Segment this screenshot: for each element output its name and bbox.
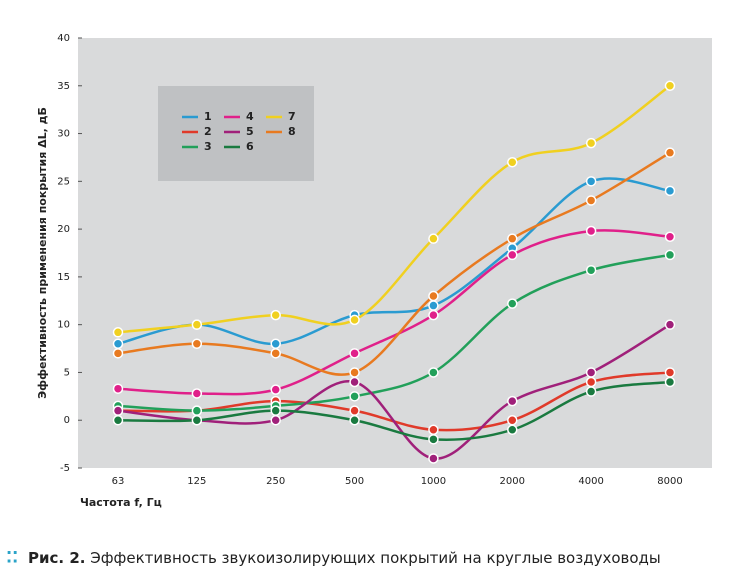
data-point (191, 388, 203, 399)
x-tick-label: 250 (266, 476, 285, 487)
data-point (664, 185, 676, 197)
data-point (349, 376, 360, 388)
legend-label: 1 (204, 110, 212, 123)
data-point (507, 414, 518, 426)
data-point (428, 233, 439, 244)
caption: Рис. 2. Эффективность звукоизолирующих п… (28, 549, 661, 567)
y-tick-label: 0 (64, 415, 70, 426)
caption-label: Рис. 2. (28, 549, 85, 567)
data-point (585, 225, 597, 237)
data-point (585, 137, 597, 149)
y-tick-label: 20 (57, 224, 70, 235)
y-tick-label: 15 (57, 272, 70, 283)
data-point (585, 176, 597, 187)
x-axis-label: Частота f, Гц (80, 496, 162, 509)
data-point (428, 424, 439, 436)
data-point (507, 249, 518, 261)
data-point (585, 386, 597, 397)
x-tick-label: 4000 (578, 476, 603, 487)
data-point (585, 376, 597, 388)
series-line (117, 84, 671, 334)
data-point (428, 309, 439, 321)
legend-label: 6 (246, 140, 254, 153)
x-tick-label: 63 (112, 476, 125, 487)
x-tick-label: 500 (345, 476, 364, 487)
series-line (117, 229, 671, 396)
data-point (112, 414, 124, 426)
data-point (664, 80, 676, 92)
x-tick-label: 2000 (500, 476, 525, 487)
legend-label: 8 (288, 125, 296, 138)
caption-bullet: ⁚⁚ (6, 548, 18, 567)
data-point (664, 147, 676, 158)
data-point (270, 338, 281, 350)
data-point (349, 348, 360, 359)
data-point (664, 249, 676, 261)
y-tick-label: -5 (60, 463, 70, 474)
data-point (191, 319, 203, 330)
data-point (349, 367, 360, 378)
y-tick-label: 40 (57, 33, 70, 44)
data-point (507, 298, 518, 309)
series-line (117, 151, 671, 376)
data-point (270, 414, 281, 426)
caption-text: Эффективность звукоизолирующих покрытий … (90, 549, 661, 567)
data-point (270, 405, 281, 416)
series-line (117, 323, 671, 460)
data-point (428, 434, 439, 445)
data-point (349, 405, 360, 416)
legend-label: 2 (204, 125, 212, 138)
x-tick-label: 1000 (421, 476, 446, 487)
data-point (507, 395, 518, 407)
data-point (191, 405, 203, 416)
data-point (664, 319, 676, 330)
data-point (112, 348, 124, 359)
data-point (191, 414, 203, 426)
x-tick-label: 8000 (657, 476, 682, 487)
y-axis-label: Эффективность применения покрытия ΔL, дБ (36, 107, 49, 399)
legend-label: 4 (246, 110, 254, 123)
series-line (117, 380, 671, 441)
legend-label: 5 (246, 125, 254, 138)
data-point (349, 314, 360, 326)
y-tick-label: 35 (57, 81, 70, 92)
data-point (270, 309, 281, 321)
data-point (585, 367, 597, 378)
data-point (191, 338, 203, 350)
data-point (585, 195, 597, 206)
legend-box (158, 86, 314, 181)
data-point (585, 264, 597, 276)
data-point (507, 424, 518, 436)
data-point (270, 348, 281, 359)
series-line (117, 177, 671, 346)
series-line (117, 253, 671, 412)
data-point (270, 384, 281, 395)
data-point (349, 391, 360, 402)
data-point (664, 231, 676, 243)
data-point (428, 290, 439, 302)
data-point (112, 338, 124, 350)
x-tick-label: 125 (187, 476, 206, 487)
legend-label: 7 (288, 110, 296, 123)
data-point (428, 367, 439, 378)
y-tick-label: 25 (57, 176, 70, 187)
data-point (664, 367, 676, 378)
legend-label: 3 (204, 140, 212, 153)
data-point (428, 453, 439, 464)
data-point (507, 233, 518, 244)
data-point (664, 376, 676, 388)
data-point (507, 156, 518, 168)
y-tick-label: 10 (57, 320, 70, 331)
data-point (112, 327, 124, 338)
data-point (112, 405, 124, 416)
y-tick-label: 30 (57, 129, 70, 140)
data-point (428, 300, 439, 311)
data-point (112, 383, 124, 394)
data-point (349, 414, 360, 426)
y-tick-label: 5 (64, 367, 70, 378)
